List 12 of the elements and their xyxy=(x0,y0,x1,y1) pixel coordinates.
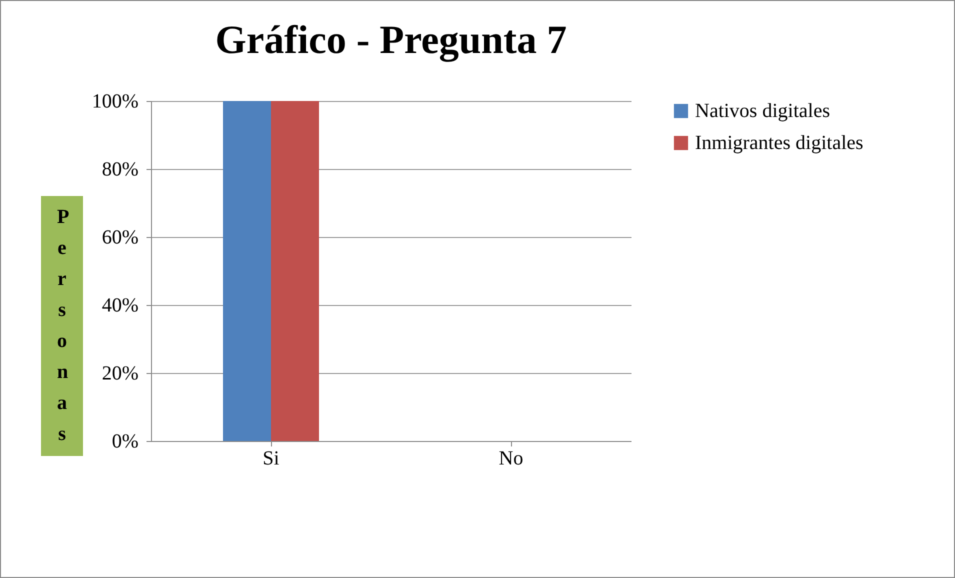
y-tick-label: 80% xyxy=(102,158,138,180)
chart-title: Gráfico - Pregunta 7 xyxy=(215,17,567,62)
legend-label: Nativos digitales xyxy=(695,100,830,122)
y-tick-label: 20% xyxy=(102,362,138,384)
x-tick-label: No xyxy=(498,448,524,470)
legend-label: Inmigrantes digitales xyxy=(695,132,864,154)
y-tick-label: 100% xyxy=(92,90,138,112)
x-tick-label: Si xyxy=(262,448,280,470)
y-tick-label: 40% xyxy=(102,294,138,316)
y-tick-label: 0% xyxy=(112,430,138,452)
y-tick-label: 60% xyxy=(102,226,138,248)
y-axis-title: Personas xyxy=(57,205,70,447)
